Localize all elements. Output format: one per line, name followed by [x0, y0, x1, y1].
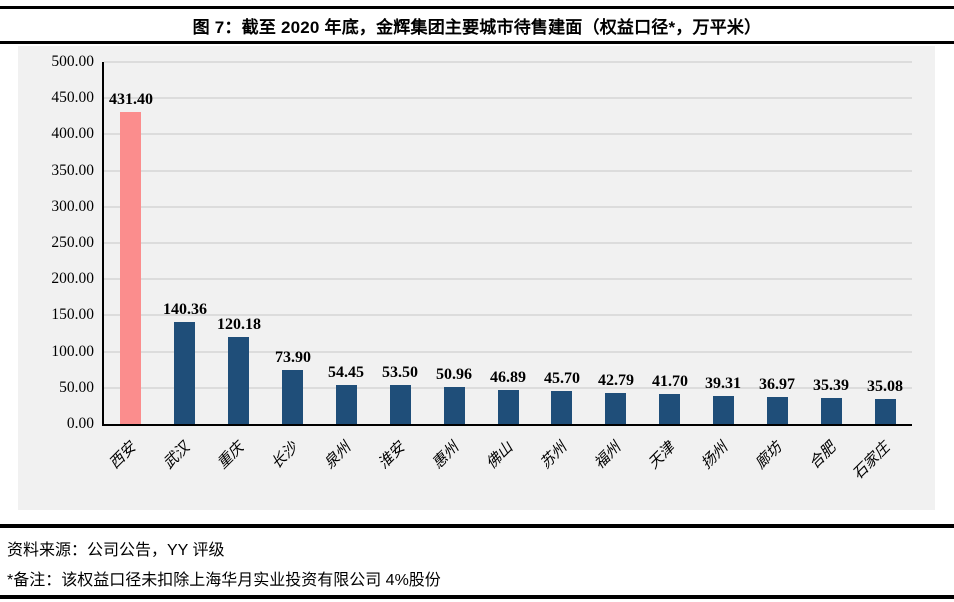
bar-value-label: 42.79	[598, 372, 634, 389]
source-note: 资料来源：公司公告，YY 评级	[7, 542, 225, 559]
x-axis-label: 合肥	[806, 439, 840, 473]
x-axis-label: 扬州	[698, 439, 732, 473]
y-axis-tick-label: 100.00	[51, 342, 94, 360]
y-axis-tick-label: 150.00	[51, 306, 94, 324]
gridline	[104, 242, 912, 244]
bar-value-label: 73.90	[275, 349, 311, 366]
bar-扬州	[713, 396, 734, 424]
bar-石家庄	[875, 399, 896, 424]
bar-chart: 0.00 50.00 100.00 150.00 200.00 250.00 300.00 3…	[18, 46, 935, 510]
bar-value-label: 140.36	[163, 301, 207, 318]
bar-重庆	[228, 337, 249, 424]
bar-value-label: 35.39	[813, 377, 849, 394]
bar-惠州	[444, 387, 465, 424]
x-axis-label: 佛山	[483, 439, 517, 473]
y-axis-tick-label: 250.00	[51, 234, 94, 251]
bar-西安	[120, 112, 141, 424]
footnote: *备注：该权益口径未扣除上海华月实业投资有限公司 4%股份	[7, 572, 441, 589]
x-axis-label: 武汉	[160, 439, 194, 473]
bar-value-label: 46.89	[490, 369, 526, 386]
bar-value-label: 431.40	[109, 91, 153, 108]
gridline	[104, 169, 912, 172]
bar-福州	[605, 393, 626, 424]
gridline	[104, 386, 912, 389]
y-axis-tick-label: 50.00	[59, 378, 94, 396]
gridline	[104, 205, 912, 208]
x-axis-label: 重庆	[214, 439, 248, 473]
x-axis-label: 西安	[106, 439, 140, 473]
bar-苏州	[551, 391, 572, 424]
top-divider	[0, 6, 954, 9]
y-axis-tick-label: 350.00	[51, 161, 94, 179]
x-axis-label: 长沙	[268, 439, 302, 473]
bar-长沙	[282, 370, 303, 424]
bar-淮安	[390, 385, 411, 424]
bar-value-label: 54.45	[328, 364, 364, 381]
bar-value-label: 41.70	[652, 373, 688, 390]
bar-value-label: 50.96	[436, 366, 472, 383]
x-axis-label: 苏州	[537, 439, 571, 473]
title-divider	[0, 41, 954, 44]
bar-value-label: 45.70	[544, 370, 580, 387]
y-axis-tick-label: 0.00	[66, 415, 94, 432]
y-axis-tick-label: 450.00	[51, 89, 94, 107]
gridline	[104, 61, 912, 63]
x-axis-label: 福州	[591, 439, 625, 473]
x-axis-label: 天津	[645, 439, 679, 473]
gridline	[104, 97, 912, 100]
x-axis-label: 廊坊	[752, 439, 786, 473]
gridline	[104, 314, 912, 317]
bar-廊坊	[767, 397, 788, 424]
bar-泉州	[336, 385, 357, 424]
bottom-divider	[0, 595, 954, 599]
x-axis-label: 惠州	[429, 439, 463, 473]
bar-佛山	[498, 390, 519, 424]
gridline	[104, 278, 912, 281]
y-axis-line	[102, 62, 104, 424]
bar-value-label: 35.08	[867, 378, 903, 395]
y-axis-tick-label: 400.00	[51, 125, 94, 143]
y-axis-tick-label: 200.00	[51, 270, 94, 288]
gridline	[104, 350, 912, 353]
bar-value-label: 120.18	[217, 316, 261, 333]
bar-value-label: 39.31	[705, 375, 741, 392]
bar-value-label: 36.97	[759, 376, 795, 393]
figure-title: 图 7：截至 2020 年底，金辉集团主要城市待售建面（权益口径*，万平米）	[192, 18, 762, 37]
footer-divider	[0, 524, 954, 528]
bar-武汉	[174, 322, 195, 424]
bar-合肥	[821, 398, 842, 424]
x-axis-label: 石家庄	[849, 439, 894, 483]
bar-value-label: 53.50	[382, 364, 418, 381]
gridline	[104, 133, 912, 136]
y-axis-tick-label: 500.00	[51, 53, 94, 70]
bar-天津	[659, 394, 680, 424]
x-axis-label: 泉州	[321, 439, 355, 473]
x-axis-line	[102, 424, 912, 426]
x-axis-label: 淮安	[375, 439, 409, 473]
y-axis-tick-label: 300.00	[51, 197, 94, 215]
